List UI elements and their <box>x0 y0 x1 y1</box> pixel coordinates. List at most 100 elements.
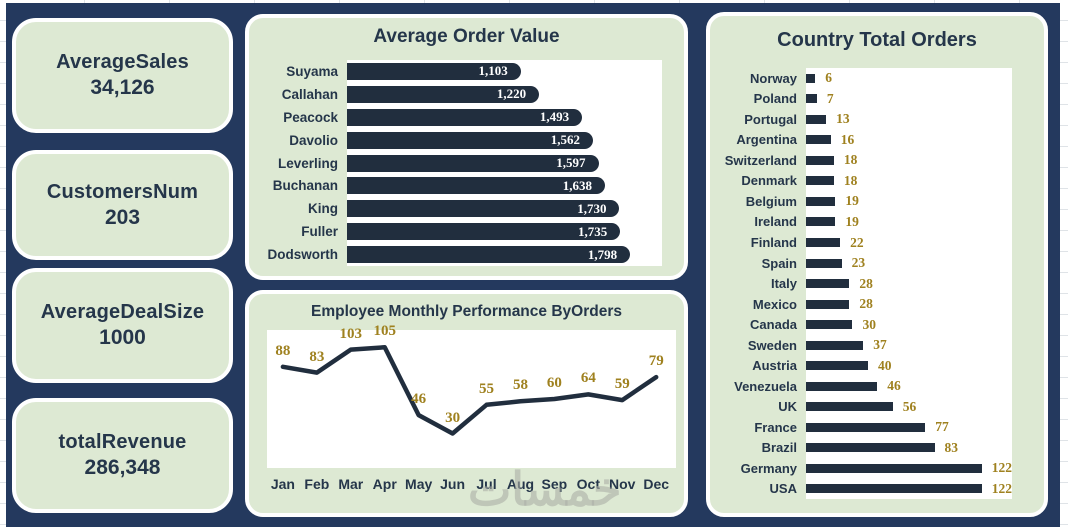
bar-track: 56 <box>806 399 1012 415</box>
bar-track: 13 <box>806 111 1012 127</box>
bar-track: 37 <box>806 337 1012 353</box>
data-point-label: 46 <box>411 391 427 408</box>
bar-rows: Suyama 1,103 Callahan 1,220 Peacock 1,493 Davo… <box>261 60 662 266</box>
bar-row: Fuller 1,735 <box>261 220 662 243</box>
data-point-label: 88 <box>275 342 291 359</box>
category-label: Germany <box>740 460 797 476</box>
value-label: 30 <box>862 316 876 332</box>
value-label: 122 <box>991 480 1012 496</box>
panel-country-total-orders[interactable]: Country Total Orders Norway 6 Poland 7 Portu… <box>706 12 1048 517</box>
chart-title-average-order-value: Average Order Value <box>373 26 560 47</box>
value-label: 28 <box>859 296 873 312</box>
x-axis-label: Aug <box>506 476 535 492</box>
bar-rows: Norway 6 Poland 7 Portugal 13 Argentina 16 Switz… <box>718 68 1012 499</box>
bar <box>806 463 982 473</box>
bar <box>806 114 827 124</box>
x-axis-label: Oct <box>576 476 600 492</box>
value-label: 19 <box>845 193 859 209</box>
value-label: 1,493 <box>539 109 570 125</box>
bar-track: 19 <box>806 214 1012 230</box>
bar <box>806 238 841 248</box>
kpi-value: 203 <box>104 205 141 229</box>
bar-row: Argentina 16 <box>718 130 1012 151</box>
kpi-card-customers-num[interactable]: CustomersNum 203 <box>12 150 233 260</box>
bar-track: 6 <box>806 70 1012 86</box>
bar-row: Finland 22 <box>718 232 1012 253</box>
bar <box>806 320 853 330</box>
panel-employee-monthly-performance[interactable]: Employee Monthly Performance ByOrders 88… <box>245 290 688 517</box>
bar <box>806 422 926 432</box>
bar-track: 1,730 <box>347 200 662 218</box>
value-label: 1,597 <box>556 155 586 170</box>
kpi-value: 34,126 <box>90 76 155 99</box>
bar <box>806 443 935 453</box>
data-point-label: 103 <box>339 325 363 342</box>
x-axis-label: Feb <box>304 476 330 492</box>
category-label: Suyama <box>286 63 338 79</box>
bar-track: 30 <box>806 317 1012 333</box>
bar-row: Norway 6 <box>718 68 1012 89</box>
bar-track: 122 <box>806 481 1012 497</box>
bar-track: 1,638 <box>347 177 662 195</box>
category-label: Norway <box>750 70 797 86</box>
kpi-value: 286,348 <box>84 456 161 479</box>
employee-monthly-performance-plot: 88 83 103 105 46 30 55 58 60 64 59 79 <box>267 323 676 468</box>
category-label: Buchanan <box>272 178 338 194</box>
category-label: Spain <box>761 255 797 271</box>
category-label: USA <box>769 481 797 497</box>
category-label: Fuller <box>301 224 338 240</box>
value-label: 18 <box>843 152 858 168</box>
category-label: Venezuela <box>734 378 797 394</box>
bar-row: Venezuela 46 <box>718 376 1012 397</box>
category-label: Denmark <box>741 173 797 189</box>
bar-row: Denmark 18 <box>718 171 1012 192</box>
category-label: France <box>754 419 797 435</box>
bar-row: Portugal 13 <box>718 109 1012 130</box>
bar <box>806 402 893 412</box>
value-label: 28 <box>859 275 873 291</box>
category-label: Ireland <box>754 214 797 230</box>
category-label: Austria <box>752 358 797 374</box>
category-label: Peacock <box>283 109 338 125</box>
x-axis-label: May <box>405 476 433 492</box>
category-label: Brazil <box>761 440 797 456</box>
value-label: 16 <box>840 131 855 147</box>
bar-row: Belgium 19 <box>718 191 1012 212</box>
value-label: 22 <box>850 234 864 250</box>
value-label: 37 <box>873 337 887 353</box>
bar-row: Spain 23 <box>718 253 1012 274</box>
bar-row: UK 56 <box>718 397 1012 418</box>
bar <box>806 135 831 145</box>
x-axis-label: Nov <box>609 476 636 492</box>
bar-row: France 77 <box>718 417 1012 438</box>
x-axis-label: Jan <box>270 476 295 492</box>
value-label: 56 <box>902 398 917 414</box>
bar: 1,638 <box>347 177 605 195</box>
bar: 1,798 <box>347 246 631 264</box>
panel-average-order-value[interactable]: Average Order Value Suyama 1,103 Callahan 1… <box>245 14 688 280</box>
bar-track: 1,220 <box>347 85 662 103</box>
bar: 1,562 <box>347 131 593 149</box>
value-label: 23 <box>851 255 866 271</box>
bar-track: 1,103 <box>347 62 662 80</box>
category-label: Dodsworth <box>267 247 339 263</box>
kpi-label: AverageDealSize <box>40 301 205 323</box>
bar-row: Dodsworth 1,798 <box>261 243 662 266</box>
bar-track: 1,798 <box>347 246 662 264</box>
kpi-card-average-sales[interactable]: AverageSales 34,126 <box>12 18 233 133</box>
bar-row: Italy 28 <box>718 273 1012 294</box>
kpi-card-average-deal-size[interactable]: AverageDealSize 1000 <box>12 268 233 383</box>
bar <box>806 196 836 206</box>
x-axis-label: Jul <box>476 476 497 492</box>
kpi-label: CustomersNum <box>46 180 199 203</box>
value-label: 83 <box>944 439 959 455</box>
bar-row: Davolio 1,562 <box>261 129 662 152</box>
kpi-card-total-revenue[interactable]: totalRevenue 286,348 <box>12 398 233 513</box>
bar-track: 16 <box>806 132 1012 148</box>
data-point-label: 105 <box>373 323 396 340</box>
bar <box>806 73 816 83</box>
value-label: 13 <box>836 111 850 127</box>
category-label: Finland <box>750 235 797 251</box>
bar-row: Ireland 19 <box>718 212 1012 233</box>
